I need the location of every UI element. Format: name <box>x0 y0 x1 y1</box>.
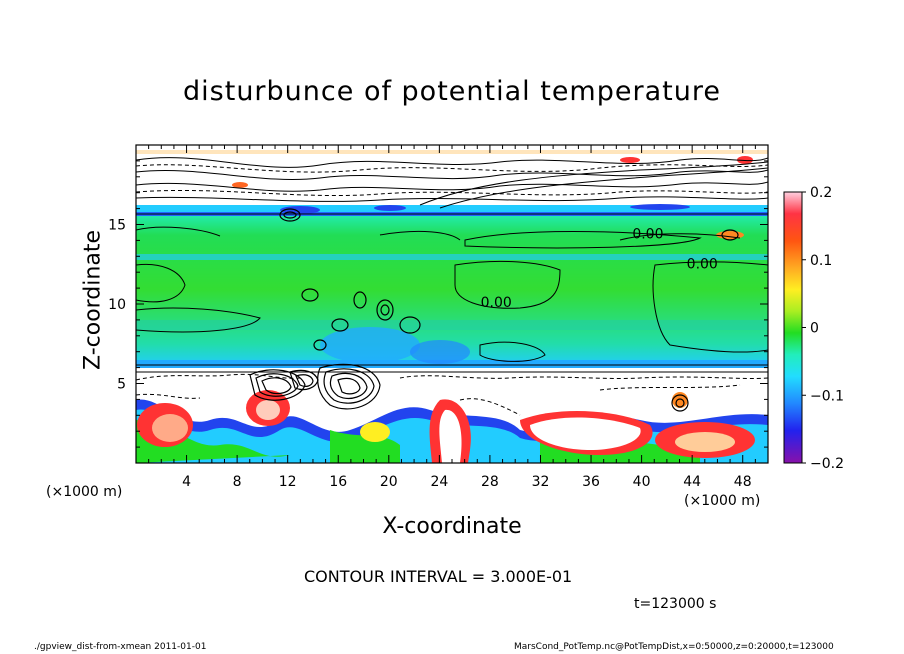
x-tick-label: 36 <box>582 474 600 490</box>
x-tick-label: 12 <box>279 474 297 490</box>
colorbar <box>783 191 803 464</box>
x-tick-label: 24 <box>430 474 448 490</box>
contour-labels: 0.00 0.00 0.00 <box>481 226 718 310</box>
y-tick-label: 15 <box>108 218 126 234</box>
footer-left: ./gpview_dist-from-xmean 2011-01-01 <box>34 642 207 652</box>
x-tick-label: 20 <box>380 474 398 490</box>
contour-label: 0.00 <box>687 257 718 273</box>
y-axis: 5 10 15 <box>108 160 768 448</box>
contour-label: 0.00 <box>481 295 512 311</box>
x-tick-label: 32 <box>532 474 550 490</box>
x-unit-label: (×1000 m) <box>684 493 761 509</box>
colorbar-tick-label: −0.1 <box>810 388 844 404</box>
x-axis: 4 8 12 16 20 24 28 32 36 40 44 48 <box>148 145 756 490</box>
colorbar-tick-label: −0.2 <box>810 456 844 472</box>
colorbar-tick-label: 0 <box>810 321 819 337</box>
contour-interval-text: CONTOUR INTERVAL = 3.000E-01 <box>304 567 573 586</box>
x-tick-label: 8 <box>233 474 242 490</box>
x-tick-label: 44 <box>683 474 701 490</box>
contour-label: 0.00 <box>632 226 663 242</box>
x-tick-label: 16 <box>329 474 347 490</box>
x-tick-label: 4 <box>182 474 191 490</box>
colorbar-ticks: 0.2 0.1 0 −0.1 −0.2 <box>802 185 844 472</box>
y-axis-label: Z-coordinate <box>80 230 106 370</box>
x-axis-label: X-coordinate <box>382 514 522 539</box>
footer-right: MarsCond_PotTemp.nc@PotTempDist,x=0:5000… <box>514 642 834 652</box>
time-stamp: t=123000 s <box>634 596 717 612</box>
x-tick-label: 28 <box>481 474 499 490</box>
x-tick-label: 48 <box>734 474 752 490</box>
x-tick-label: 40 <box>633 474 651 490</box>
colorbar-tick-label: 0.1 <box>810 253 832 269</box>
y-tick-label: 10 <box>108 297 126 313</box>
y-unit-label: (×1000 m) <box>46 484 123 500</box>
field-shading <box>136 145 768 463</box>
chart-title: disturbunce of potential temperature <box>183 76 721 107</box>
colorbar-tick-label: 0.2 <box>810 185 832 201</box>
y-tick-label: 5 <box>117 377 126 393</box>
